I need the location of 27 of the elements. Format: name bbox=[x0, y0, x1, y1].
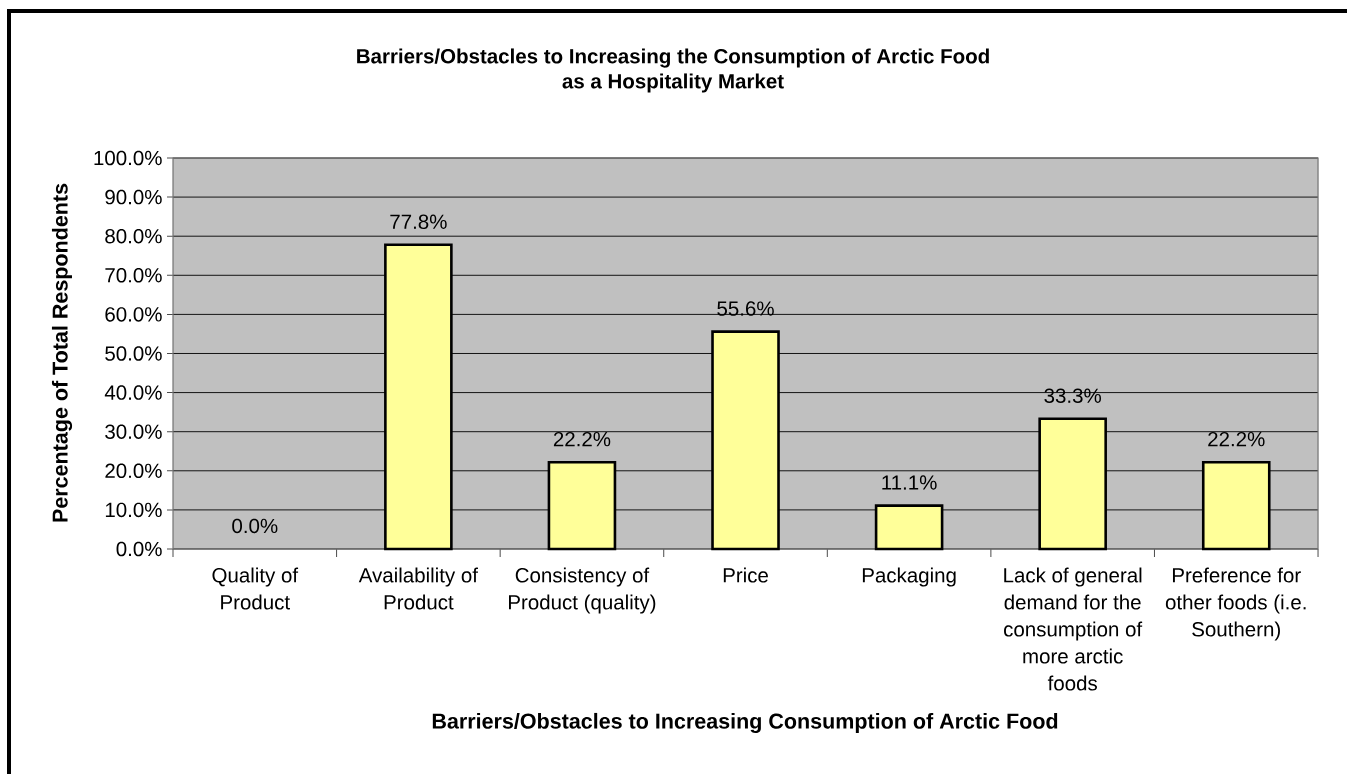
y-tick-label: 10.0% bbox=[105, 502, 162, 518]
y-tick-label: 100.0% bbox=[94, 150, 162, 166]
y-axis-title: Percentage of Total Respondents bbox=[51, 183, 73, 522]
x-tick-label: Quality of Product bbox=[212, 567, 299, 610]
y-tick-label: 20.0% bbox=[105, 463, 162, 479]
y-tick-label: 80.0% bbox=[105, 228, 162, 244]
y-tick-label: 60.0% bbox=[105, 307, 162, 322]
y-tick-label: 40.0% bbox=[104, 385, 162, 400]
x-tick-label: Availability of Product bbox=[358, 567, 478, 610]
x-tick-label: Lack of general demand for the consumption of more arctic foods bbox=[1004, 567, 1143, 691]
x-tick-label: Price bbox=[723, 567, 768, 583]
x-axis-title: Barriers/Obstacles to Increasing Consumption of Arctic Food bbox=[432, 712, 1058, 734]
data-label: 77.8% bbox=[390, 214, 447, 229]
y-tick-label: 0.0% bbox=[116, 541, 162, 557]
y-tick-label: 50.0% bbox=[105, 346, 162, 361]
y-tick-label: 90.0% bbox=[105, 189, 162, 205]
chart-title: Barriers/Obstacles to Increasing the Consumption of Arctic Food as a Hospitality Market bbox=[357, 48, 989, 93]
y-tick-label: 70.0% bbox=[105, 268, 162, 283]
data-label: 11.1% bbox=[882, 475, 937, 490]
y-tick-label: 30.0% bbox=[105, 424, 162, 439]
x-tick-label: Preference for other foods (i.e. Southern) bbox=[1165, 567, 1306, 641]
x-tick-label: Consistency of Product (quality) bbox=[509, 567, 656, 614]
x-tick-label: Packaging bbox=[862, 567, 956, 587]
data-label: 0.0% bbox=[232, 518, 278, 534]
data-label: 22.2% bbox=[1208, 431, 1265, 447]
data-label: 55.6% bbox=[717, 301, 774, 316]
data-label: 22.2% bbox=[553, 431, 611, 447]
